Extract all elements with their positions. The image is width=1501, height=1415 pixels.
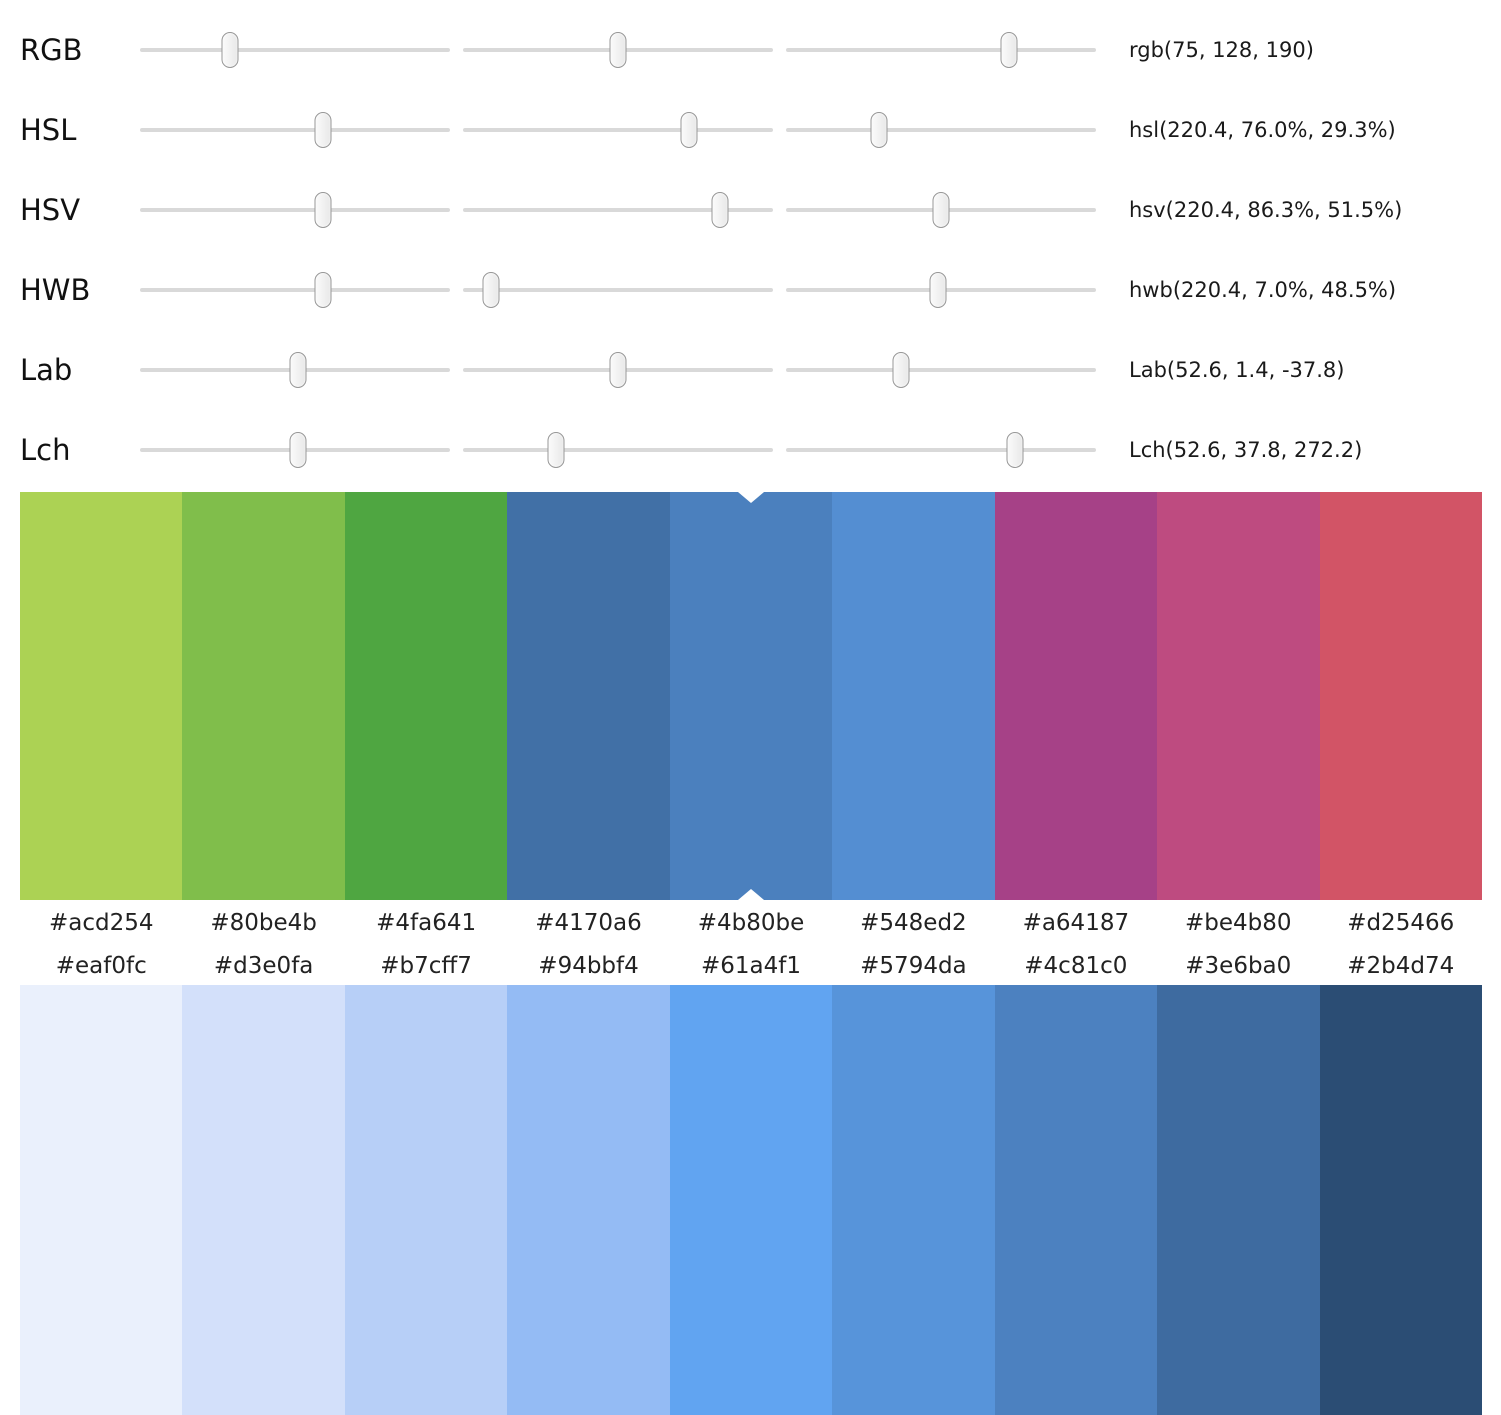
slider-track-3[interactable]: [786, 112, 1096, 148]
slider-handle[interactable]: [314, 192, 332, 228]
colorspace-label: HSV: [20, 193, 81, 227]
palette-swatch[interactable]: [507, 985, 670, 1415]
colorspace-label: Lch: [20, 433, 71, 467]
slider-handle[interactable]: [221, 32, 239, 68]
colorspace-label: Lab: [20, 353, 73, 387]
swatch-hex-label: #61a4f1: [700, 952, 801, 979]
swatch-hex-label: #4b80be: [697, 910, 805, 936]
slider-track-2[interactable]: [463, 432, 773, 468]
swatch-hex-label: #4fa641: [376, 910, 477, 936]
palette-swatch[interactable]: [1319, 492, 1482, 900]
color-value-text: hsv(220.4, 86.3%, 51.5%): [1129, 198, 1403, 222]
slider-handle[interactable]: [929, 272, 947, 308]
swatch-hex-label: #b7cff7: [380, 952, 472, 979]
swatch-hex-label: #2b4d74: [1347, 952, 1455, 979]
slider-handle[interactable]: [289, 432, 307, 468]
palette-swatch[interactable]: [994, 985, 1158, 1415]
palette-swatch[interactable]: [1157, 985, 1320, 1415]
color-value-text: hwb(220.4, 7.0%, 48.5%): [1129, 278, 1397, 302]
slider-row-lch: Lch Lch(52.6, 37.8, 272.2): [0, 410, 1501, 490]
slider-handle[interactable]: [289, 352, 307, 388]
slider-handle[interactable]: [711, 192, 729, 228]
selection-notch-top: [737, 492, 764, 503]
slider-handle[interactable]: [609, 32, 627, 68]
slider-track-3[interactable]: [786, 272, 1096, 308]
slider-row-hsl: HSL hsl(220.4, 76.0%, 29.3%): [0, 90, 1501, 170]
slider-row-hwb: HWB hwb(220.4, 7.0%, 48.5%): [0, 250, 1501, 330]
selection-notch-bottom: [737, 889, 764, 900]
palette-swatch[interactable]: [832, 492, 995, 900]
slider-handle[interactable]: [870, 112, 888, 148]
palette-swatch[interactable]: [1157, 492, 1320, 900]
slider-track-3[interactable]: [786, 432, 1096, 468]
swatch-hex-label: #94bbf4: [538, 952, 639, 979]
shade-palette-hex-labels: #eaf0fc #d3e0fa #b7cff7 #94bbf4 #61a4f1 #5794…: [20, 946, 1482, 985]
swatch-hex-label: #be4b80: [1185, 910, 1292, 936]
palette-swatch[interactable]: [994, 492, 1158, 900]
palette-swatch[interactable]: [669, 985, 833, 1415]
slider-track-2[interactable]: [463, 192, 773, 228]
slider-handle[interactable]: [1000, 32, 1018, 68]
hue-palette-hex-labels: #acd254 #80be4b #4fa641 #4170a6 #4b80be #548e…: [20, 900, 1482, 946]
color-value-text: Lab(52.6, 1.4, -37.8): [1129, 358, 1345, 382]
swatch-hex-label: #a64187: [1022, 910, 1130, 936]
slider-handle[interactable]: [680, 112, 698, 148]
slider-handle[interactable]: [932, 192, 950, 228]
palette-swatch[interactable]: [1319, 985, 1482, 1415]
slider-track-1[interactable]: [140, 192, 450, 228]
palette-swatch[interactable]: [669, 492, 833, 900]
color-value-text: rgb(75, 128, 190): [1129, 38, 1314, 62]
swatch-hex-label: #4170a6: [535, 910, 642, 936]
slider-row-lab: Lab Lab(52.6, 1.4, -37.8): [0, 330, 1501, 410]
slider-handle[interactable]: [1006, 432, 1024, 468]
color-value-text: Lch(52.6, 37.8, 272.2): [1129, 438, 1363, 462]
palette-swatch[interactable]: [182, 985, 345, 1415]
slider-track-1[interactable]: [140, 352, 450, 388]
swatch-hex-label: #eaf0fc: [55, 952, 147, 979]
slider-row-hsv: HSV hsv(220.4, 86.3%, 51.5%): [0, 170, 1501, 250]
colorspace-sliders-panel: RGB rgb(75, 128, 190) HSL hsl(220.4, 76.0%,…: [0, 0, 1501, 492]
swatch-hex-label: #4c81c0: [1024, 952, 1128, 979]
swatch-hex-label: #3e6ba0: [1185, 952, 1292, 979]
slider-track-3[interactable]: [786, 32, 1096, 68]
colorspace-label: RGB: [20, 33, 83, 67]
shade-palette: [20, 985, 1482, 1415]
slider-handle[interactable]: [547, 432, 565, 468]
colorspace-label: HWB: [20, 273, 91, 307]
swatch-hex-label: #d25466: [1347, 910, 1455, 936]
slider-track-3[interactable]: [786, 192, 1096, 228]
swatch-hex-label: #acd254: [48, 910, 154, 936]
color-value-text: hsl(220.4, 76.0%, 29.3%): [1129, 118, 1396, 142]
slider-track-1[interactable]: [140, 112, 450, 148]
colorspace-label: HSL: [20, 113, 77, 147]
slider-track-1[interactable]: [140, 432, 450, 468]
swatch-hex-label: #5794da: [860, 952, 967, 979]
slider-track-2[interactable]: [463, 112, 773, 148]
slider-track-2[interactable]: [463, 272, 773, 308]
slider-track-1[interactable]: [140, 32, 450, 68]
slider-track-1[interactable]: [140, 272, 450, 308]
slider-track-2[interactable]: [463, 32, 773, 68]
hue-palette: [20, 492, 1482, 900]
swatch-hex-label: #d3e0fa: [213, 952, 314, 979]
palette-swatch[interactable]: [344, 985, 508, 1415]
slider-handle[interactable]: [892, 352, 910, 388]
slider-track-3[interactable]: [786, 352, 1096, 388]
slider-handle[interactable]: [609, 352, 627, 388]
swatch-hex-label: #548ed2: [860, 910, 967, 936]
palette-swatch[interactable]: [344, 492, 508, 900]
slider-row-rgb: RGB rgb(75, 128, 190): [0, 10, 1501, 90]
palette-swatch[interactable]: [507, 492, 670, 900]
slider-handle[interactable]: [482, 272, 500, 308]
swatch-hex-label: #80be4b: [210, 910, 317, 936]
slider-track-2[interactable]: [463, 352, 773, 388]
palette-swatch[interactable]: [832, 985, 995, 1415]
palette-swatch[interactable]: [20, 492, 183, 900]
slider-handle[interactable]: [314, 112, 332, 148]
slider-handle[interactable]: [314, 272, 332, 308]
palette-swatch[interactable]: [20, 985, 183, 1415]
palette-swatch[interactable]: [182, 492, 345, 900]
